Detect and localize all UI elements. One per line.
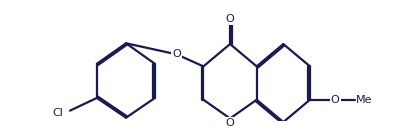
Text: Me: Me: [356, 95, 373, 105]
Text: O: O: [226, 13, 234, 24]
Text: O: O: [226, 118, 234, 129]
Text: O: O: [172, 49, 181, 59]
Text: Cl: Cl: [52, 108, 63, 118]
Text: O: O: [331, 95, 339, 105]
